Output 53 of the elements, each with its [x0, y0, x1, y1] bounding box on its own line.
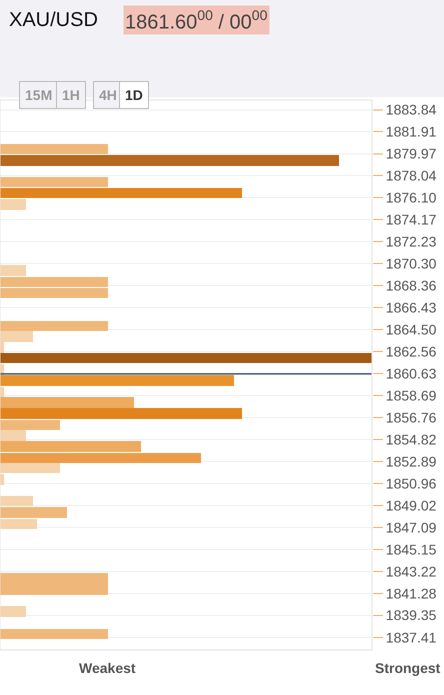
y-tick-label: 1874.17	[386, 212, 437, 228]
y-tick-label: 1858.69	[386, 387, 437, 404]
chart-title: XAU/USD	[9, 9, 98, 31]
annotation: 1H	[62, 87, 80, 103]
bar	[0, 507, 67, 518]
y-tick-label: 1876.10	[386, 190, 437, 206]
bar	[0, 420, 60, 430]
text: Strongest	[375, 660, 441, 676]
y-tick-label: 1841.28	[386, 585, 437, 602]
y-tick-label: 1854.82	[386, 431, 437, 448]
annotation: 1D	[125, 87, 143, 103]
y-tick-label: 1860.63	[386, 365, 437, 382]
bar	[0, 144, 108, 154]
y-tick-label: 1881.91	[386, 124, 437, 140]
y-tick-label: 1849.02	[386, 497, 437, 514]
bar	[0, 441, 141, 452]
y-tick-label: 1843.22	[386, 563, 437, 580]
bar	[0, 177, 108, 187]
y-tick-label: 1864.50	[386, 321, 437, 338]
bar	[0, 519, 37, 529]
y-tick-label: 1872.23	[386, 234, 437, 250]
bar	[0, 265, 26, 276]
bar	[0, 321, 108, 331]
bar	[0, 155, 339, 166]
bar	[0, 199, 26, 210]
y-tick-label: 1837.41	[386, 629, 437, 646]
bar	[0, 188, 242, 198]
bar	[0, 453, 201, 463]
bar	[0, 496, 33, 506]
annotation: 15M	[25, 87, 52, 103]
bar	[0, 629, 108, 639]
y-tick-label: 1856.76	[386, 409, 437, 426]
y-tick-label: 1847.09	[386, 519, 437, 536]
y-tick-label: 1839.35	[386, 607, 437, 624]
y-tick-label: 1866.43	[386, 300, 437, 316]
chart-subtitle: 1861.60$^{00}$ / 00$^{00}$	[125, 7, 268, 34]
y-tick-label: 1870.30	[386, 256, 437, 272]
y-tick-label: 1883.84	[386, 102, 437, 118]
bar	[0, 375, 234, 386]
bar	[0, 606, 26, 617]
bar	[0, 397, 134, 408]
text: Weakest	[79, 660, 136, 676]
y-tick-label: 1862.56	[386, 343, 437, 360]
y-tick-label: 1845.15	[386, 541, 437, 558]
y-tick-label: 1879.97	[386, 146, 437, 162]
y-tick-label: 1850.96	[386, 475, 437, 492]
bar	[0, 353, 372, 363]
bar	[0, 430, 26, 441]
y-tick-label: 1878.04	[386, 168, 437, 184]
annotation: 4H	[99, 87, 117, 103]
y-tick-label: 1868.36	[386, 278, 437, 294]
bar	[0, 408, 242, 419]
y-tick-label: 1852.89	[386, 453, 437, 470]
